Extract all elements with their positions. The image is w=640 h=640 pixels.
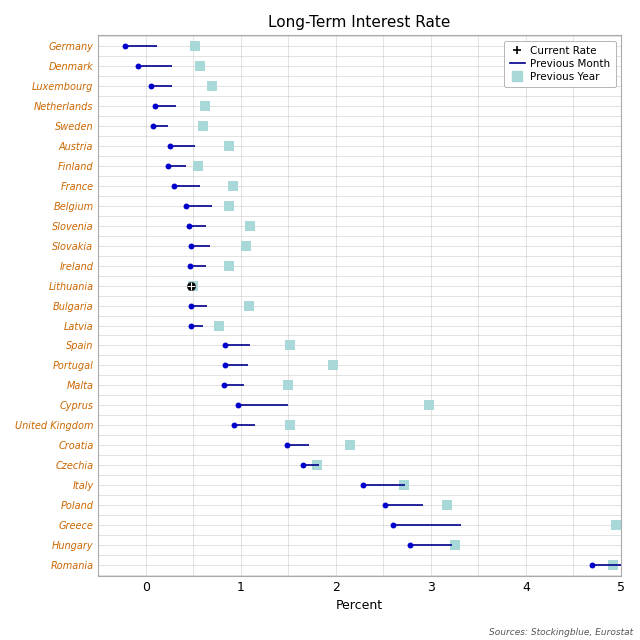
Point xyxy=(285,340,296,351)
Point xyxy=(219,380,229,390)
Point xyxy=(298,460,308,470)
Point xyxy=(120,41,130,51)
Point xyxy=(133,61,143,72)
Point xyxy=(214,321,224,331)
Point xyxy=(282,440,292,451)
Point xyxy=(405,540,415,550)
Point xyxy=(328,360,338,371)
Point xyxy=(180,201,191,211)
Point xyxy=(233,400,243,410)
Point xyxy=(223,141,234,151)
Point xyxy=(184,260,195,271)
Point xyxy=(190,41,200,51)
Point xyxy=(229,420,239,430)
X-axis label: Percent: Percent xyxy=(336,599,383,612)
Point xyxy=(223,260,234,271)
Point xyxy=(186,300,196,310)
Point xyxy=(285,420,296,430)
Point xyxy=(164,141,175,151)
Title: Long-Term Interest Rate: Long-Term Interest Rate xyxy=(269,15,451,30)
Point xyxy=(150,101,161,111)
Point xyxy=(345,440,355,451)
Point xyxy=(186,321,196,331)
Point xyxy=(186,280,196,291)
Point xyxy=(147,121,157,131)
Point xyxy=(220,360,230,371)
Point xyxy=(163,161,173,171)
Point xyxy=(207,81,218,92)
Point xyxy=(284,380,294,390)
Point xyxy=(399,480,410,490)
Point xyxy=(312,460,322,470)
Point xyxy=(184,221,194,231)
Point xyxy=(357,480,367,490)
Point xyxy=(193,161,204,171)
Point xyxy=(169,180,179,191)
Point xyxy=(243,300,253,310)
Legend: Current Rate, Previous Month, Previous Year: Current Rate, Previous Month, Previous Y… xyxy=(504,40,616,87)
Point xyxy=(245,221,255,231)
Point xyxy=(449,540,460,550)
Point xyxy=(228,180,239,191)
Point xyxy=(608,560,618,570)
Point xyxy=(380,500,390,510)
Point xyxy=(223,201,234,211)
Point xyxy=(188,280,198,291)
Text: Sources: Stockingblue, Eurostat: Sources: Stockingblue, Eurostat xyxy=(490,628,634,637)
Point xyxy=(186,241,196,251)
Point xyxy=(145,81,156,92)
Point xyxy=(241,241,251,251)
Point xyxy=(388,520,398,530)
Point xyxy=(198,121,208,131)
Point xyxy=(442,500,452,510)
Point xyxy=(186,280,196,291)
Point xyxy=(220,340,230,351)
Point xyxy=(200,101,210,111)
Point xyxy=(588,560,598,570)
Point xyxy=(195,61,205,72)
Point xyxy=(424,400,434,410)
Point xyxy=(611,520,621,530)
